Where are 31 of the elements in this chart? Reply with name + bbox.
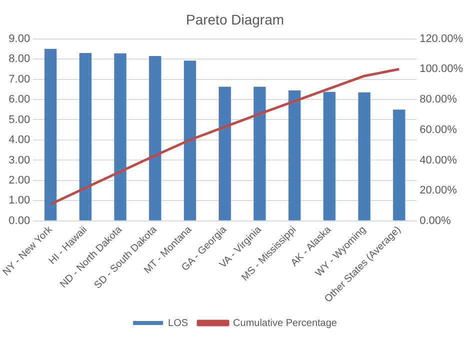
y-tick-label: 0.00 xyxy=(8,214,30,227)
bar xyxy=(44,48,57,220)
y-tick-label: 8.00 xyxy=(8,53,30,66)
legend-label: LOS xyxy=(168,318,188,329)
y2-tick-label: 40.00% xyxy=(420,154,458,166)
legend-label: Cumulative Percentage xyxy=(233,318,338,329)
y2-tick-label: 60.00% xyxy=(420,124,458,136)
y2-tick-label: 100.00% xyxy=(420,63,464,76)
y2-tick-label: 80.00% xyxy=(420,94,458,106)
chart-title: Pareto Diagram xyxy=(186,11,284,28)
bar xyxy=(114,53,126,220)
y-tick-label: 6.00 xyxy=(8,94,30,106)
bar xyxy=(323,92,336,220)
y2-tick-label: 0.00% xyxy=(420,214,451,227)
bar xyxy=(218,86,231,220)
bar xyxy=(393,110,406,220)
bar xyxy=(254,86,266,220)
bar xyxy=(79,52,92,220)
bar xyxy=(288,90,301,220)
y-tick-label: 1.00 xyxy=(8,194,30,207)
y2-tick-label: 20.00% xyxy=(420,184,458,197)
bar xyxy=(149,56,162,220)
bar xyxy=(358,92,370,220)
y-tick-label: 3.00 xyxy=(8,154,30,166)
y-tick-label: 2.00 xyxy=(8,174,30,186)
y-tick-label: 9.00 xyxy=(8,32,30,45)
y-tick-label: 7.00 xyxy=(8,73,30,86)
bar xyxy=(184,60,196,220)
y2-tick-label: 120.00% xyxy=(420,32,464,45)
y-tick-label: 4.00 xyxy=(8,134,30,146)
y-tick-label: 5.00 xyxy=(8,114,30,126)
